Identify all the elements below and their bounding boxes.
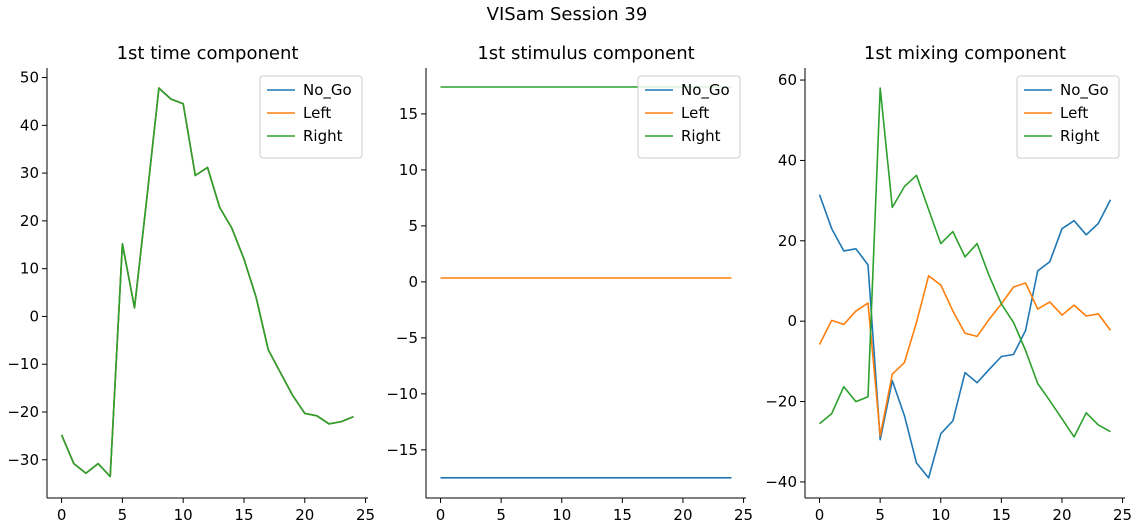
y-tick-label: 20 — [778, 232, 797, 250]
x-tick-label: 20 — [1052, 506, 1071, 524]
y-tick-label: 30 — [20, 164, 39, 182]
subplot-title: 1st time component — [117, 43, 299, 64]
y-tick-label: 60 — [778, 71, 797, 89]
y-tick-label: −40 — [765, 473, 797, 491]
legend: No_Go Left Right — [1016, 75, 1120, 159]
series-line-right — [60, 87, 354, 478]
y-tick-label: −20 — [765, 393, 797, 411]
y-tick-label: 10 — [20, 260, 39, 278]
x-tick-label: 25 — [734, 506, 753, 524]
y-tick-label: −15 — [386, 441, 418, 459]
legend-frame — [259, 75, 363, 159]
legend-frame — [637, 75, 741, 159]
x-tick-label: 5 — [875, 506, 885, 524]
y-tick-label: 5 — [408, 217, 418, 235]
x-tick-label: 10 — [174, 506, 193, 524]
y-tick-label: −20 — [7, 403, 39, 421]
x-tick-label: 25 — [356, 506, 375, 524]
x-tick-label: 5 — [496, 506, 506, 524]
x-tick-label: 15 — [613, 506, 632, 524]
x-tick-label: 10 — [552, 506, 571, 524]
legend-frame — [1016, 75, 1120, 159]
y-tick-label: 20 — [20, 212, 39, 230]
y-tick-label: −10 — [7, 355, 39, 373]
legend: No_Go Left Right — [637, 75, 741, 159]
series-line-no_go — [818, 194, 1112, 479]
legend-label: Left — [1060, 104, 1088, 122]
y-tick-label: −5 — [396, 329, 418, 347]
x-tick-label: 5 — [118, 506, 128, 524]
y-tick-label: 0 — [787, 312, 797, 330]
x-tick-label: 25 — [1113, 506, 1132, 524]
legend-label: Left — [303, 104, 331, 122]
x-tick-label: 0 — [815, 506, 825, 524]
x-tick-label: 10 — [931, 506, 950, 524]
subplot-3: 1st mixing component 0 5 10 15 20 25 −40 −20 0 20 4… — [765, 43, 1132, 524]
legend-label: No_Go — [681, 81, 730, 100]
subplot-2: 1st stimulus component 0 5 10 15 20 25 −15 −10 −5… — [386, 43, 753, 524]
legend-label: Left — [681, 104, 709, 122]
legend-label: No_Go — [1060, 81, 1109, 100]
x-tick-label: 15 — [234, 506, 253, 524]
x-tick-label: 0 — [57, 506, 67, 524]
y-tick-label: 15 — [399, 105, 418, 123]
legend-label: Right — [1060, 127, 1100, 145]
y-tick-label: 0 — [29, 307, 39, 325]
subplot-title: 1st mixing component — [864, 43, 1066, 64]
y-tick-label: 10 — [399, 161, 418, 179]
series-line-left — [818, 274, 1112, 437]
subplot-1: 1st time component 0 5 10 15 20 25 −30 −20 −10 0 10… — [7, 43, 375, 524]
y-tick-label: −10 — [386, 385, 418, 403]
x-tick-label: 15 — [992, 506, 1011, 524]
y-tick-label: 40 — [20, 116, 39, 134]
legend-label: Right — [681, 127, 721, 145]
y-tick-label: 40 — [778, 151, 797, 169]
y-tick-label: −30 — [7, 451, 39, 469]
legend: No_Go Left Right — [259, 75, 363, 159]
y-tick-label: 50 — [20, 69, 39, 87]
x-tick-label: 0 — [436, 506, 446, 524]
series-line-right — [818, 87, 1111, 438]
y-tick-label: 0 — [408, 273, 418, 291]
x-tick-label: 20 — [295, 506, 314, 524]
legend-label: Right — [303, 127, 343, 145]
legend-label: No_Go — [303, 81, 352, 100]
x-tick-label: 20 — [673, 506, 692, 524]
subplot-title: 1st stimulus component — [477, 43, 694, 64]
figure-title: VISam Session 39 — [486, 4, 648, 25]
